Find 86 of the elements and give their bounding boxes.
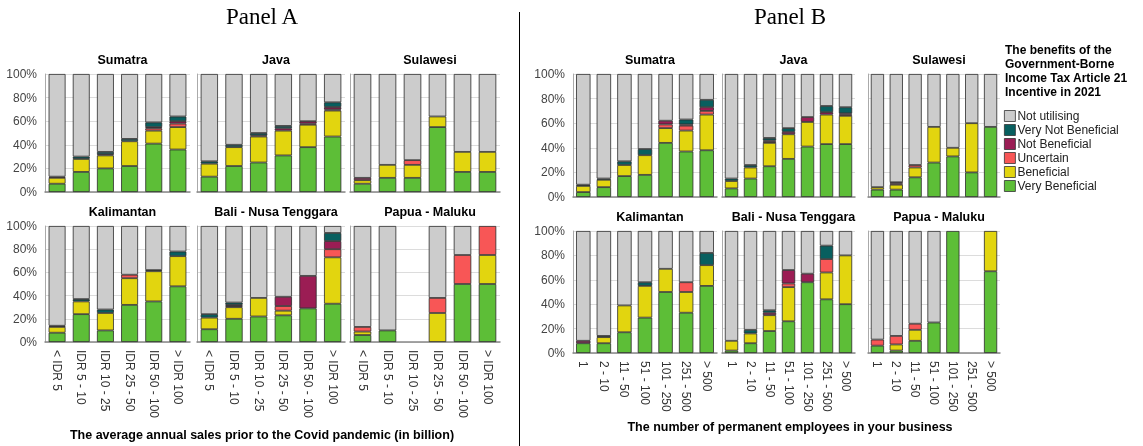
- x-tick-label: 11 - 50: [617, 361, 632, 398]
- x-tick-label: IDR 10 - 25: [251, 350, 266, 412]
- y-tick-label: 20%: [12, 311, 38, 326]
- chart-title: Java: [262, 52, 291, 67]
- x-tick-label: 51 - 100: [638, 361, 652, 406]
- text: Panel B: [753, 4, 827, 30]
- x-tick-label: 1: [724, 361, 739, 368]
- x-tick-label: 251 - 500: [819, 361, 834, 413]
- x-tick-label: IDR 50 - 100: [301, 350, 315, 419]
- x-tick-label: IDR 10 - 25: [405, 350, 420, 412]
- chart-title: Sulawesi: [403, 52, 457, 67]
- x-tick-label: 11 - 50: [908, 361, 923, 398]
- x-tick-label: > 500: [983, 361, 998, 392]
- chart-title: Sumatra: [624, 52, 677, 67]
- y-tick-label: 20%: [540, 321, 566, 336]
- x-tick-label: IDR 25 - 50: [430, 350, 445, 412]
- chart-title: Kalimantan: [88, 204, 157, 219]
- x-tick-label: 11 - 50: [762, 361, 777, 398]
- legend-label: Very Beneficial: [1017, 179, 1097, 193]
- x-tick-label: 101 - 250: [800, 361, 815, 413]
- x-tick-label: 2 - 10: [889, 361, 904, 393]
- chart-title: Sulawesi: [912, 52, 966, 67]
- y-tick-label: 80%: [540, 91, 566, 106]
- y-tick-label: 20%: [12, 161, 38, 176]
- x-tick-label: 251 - 500: [679, 361, 694, 413]
- y-tick-label: 100%: [6, 219, 38, 233]
- y-tick-label: 80%: [540, 248, 566, 263]
- x-tick-label: IDR 50 - 100: [455, 350, 470, 419]
- y-tick-label: 100%: [534, 224, 566, 238]
- y-tick-label: 0%: [19, 185, 38, 199]
- y-tick-label: 40%: [540, 140, 566, 155]
- y-tick-label: 40%: [12, 137, 38, 152]
- x-axis-title: The average annual sales prior to the Covid pandemic (in billion): [69, 428, 455, 442]
- x-tick-label: IDR 5 - 10: [380, 350, 395, 406]
- x-tick-label: > IDR 100: [325, 350, 340, 405]
- x-tick-label: < IDR 5: [202, 350, 217, 392]
- x-tick-label: 2 - 10: [596, 361, 611, 393]
- legend-label: Very Not Beneficial: [1017, 123, 1119, 137]
- chart-title: Bali - Nusa Tenggara: [214, 204, 339, 219]
- x-tick-label: 1: [870, 361, 885, 368]
- y-tick-label: 60%: [540, 272, 566, 287]
- x-tick-label: IDR 5 - 10: [74, 350, 89, 406]
- y-tick-label: 40%: [12, 288, 38, 303]
- y-tick-label: 80%: [12, 242, 38, 257]
- x-tick-label: 251 - 500: [964, 361, 979, 413]
- legend-label: Not utilising: [1017, 109, 1080, 123]
- x-tick-label: IDR 10 - 25: [98, 350, 113, 412]
- legend-title: The benefits of the Government-Borne Income Tax Article 21 Incentive in 2021: [1005, 43, 1131, 99]
- x-tick-label: < IDR 5: [50, 350, 65, 392]
- legend-label: Not Beneficial: [1017, 137, 1092, 151]
- x-tick-label: IDR 5 - 10: [227, 350, 241, 406]
- legend-label: Beneficial: [1017, 165, 1070, 179]
- x-tick-label: > IDR 100: [480, 350, 495, 405]
- y-tick-label: 0%: [547, 190, 566, 204]
- x-tick-label: > 500: [699, 361, 714, 392]
- chart-title: Sumatra: [97, 52, 149, 67]
- text: Panel A: [225, 4, 299, 30]
- y-tick-label: 100%: [6, 67, 38, 81]
- y-tick-label: 60%: [540, 116, 566, 131]
- x-tick-label: > 500: [838, 361, 853, 392]
- x-tick-label: IDR 25 - 50: [276, 350, 291, 412]
- x-axis-title: The number of permanent employees in your business: [627, 420, 953, 434]
- y-tick-label: 20%: [540, 165, 566, 180]
- y-tick-label: 100%: [534, 67, 566, 81]
- chart-title: Papua - Maluku: [893, 209, 985, 224]
- chart-title: Bali - Nusa Tenggara: [731, 209, 857, 224]
- x-tick-label: 1: [576, 361, 591, 368]
- x-tick-label: 101 - 250: [945, 361, 960, 413]
- chart-title: Papua - Maluku: [384, 204, 476, 219]
- x-tick-label: 51 - 100: [927, 361, 941, 406]
- x-tick-label: IDR 50 - 100: [146, 350, 161, 419]
- x-tick-label: 51 - 100: [781, 361, 796, 406]
- x-tick-label: < IDR 5: [355, 350, 370, 392]
- x-tick-label: 2 - 10: [743, 361, 758, 393]
- x-tick-label: IDR 25 - 50: [122, 350, 137, 412]
- y-tick-label: 40%: [540, 297, 566, 312]
- x-tick-label: 101 - 250: [658, 361, 673, 413]
- x-tick-label: > IDR 100: [170, 350, 185, 405]
- y-tick-label: 80%: [12, 90, 38, 105]
- y-tick-label: 0%: [19, 335, 38, 349]
- chart-title: Kalimantan: [616, 209, 684, 224]
- y-tick-label: 0%: [547, 346, 566, 360]
- y-tick-label: 60%: [12, 114, 38, 129]
- chart-title: Java: [779, 52, 809, 67]
- legend-label: Uncertain: [1017, 151, 1069, 165]
- y-tick-label: 60%: [12, 265, 38, 280]
